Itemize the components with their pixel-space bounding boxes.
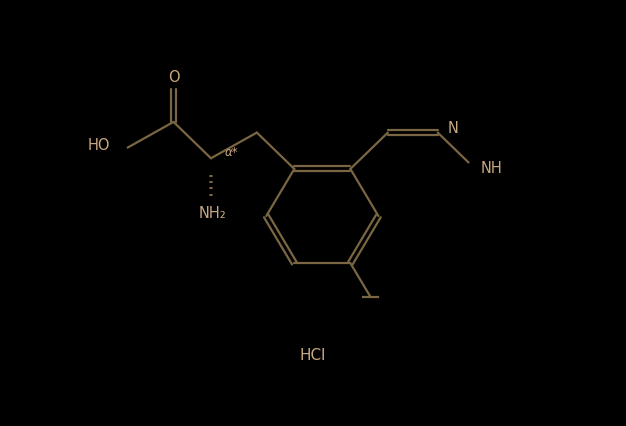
Text: α*: α* [225,146,239,159]
Text: NH₂: NH₂ [199,206,227,222]
Text: N: N [448,121,459,136]
Text: HO: HO [88,138,110,153]
Text: O: O [168,70,179,85]
Text: NH: NH [481,161,503,176]
Text: HCl: HCl [300,348,326,363]
